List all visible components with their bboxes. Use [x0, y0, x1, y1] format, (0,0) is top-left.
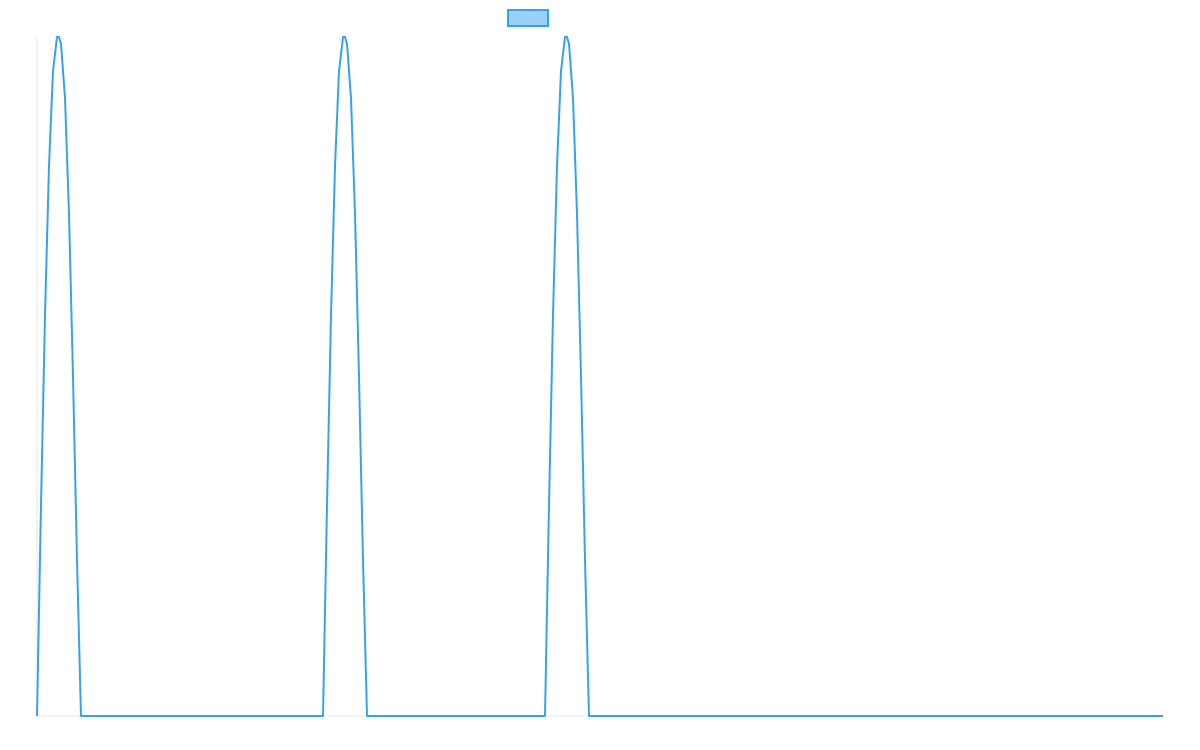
data-point[interactable] [74, 557, 80, 563]
data-point[interactable] [344, 41, 350, 47]
data-point[interactable] [50, 68, 56, 74]
data-point[interactable] [42, 312, 48, 318]
data-point[interactable] [324, 503, 330, 509]
data-point[interactable] [78, 713, 84, 719]
axes [36, 37, 1163, 717]
data-point[interactable] [582, 557, 588, 563]
data-point[interactable] [58, 41, 64, 47]
data-point[interactable] [328, 312, 334, 318]
data-point[interactable] [320, 713, 326, 719]
data-point[interactable] [342, 34, 348, 40]
data-point[interactable] [566, 41, 572, 47]
data-point[interactable] [558, 68, 564, 74]
data-point[interactable] [336, 68, 342, 74]
data-point[interactable] [348, 95, 354, 101]
data-point[interactable] [574, 211, 580, 217]
data-point[interactable] [554, 163, 560, 169]
series-line [36, 36, 1163, 717]
data-point[interactable] [34, 713, 40, 719]
data-point[interactable] [564, 34, 570, 40]
data-point[interactable] [570, 95, 576, 101]
data-point[interactable] [62, 95, 68, 101]
data-point[interactable] [1160, 713, 1166, 719]
data-point[interactable] [332, 163, 338, 169]
data-point[interactable] [550, 312, 556, 318]
data-point[interactable] [38, 503, 44, 509]
data-point[interactable] [364, 713, 370, 719]
data-point[interactable] [66, 211, 72, 217]
data-point[interactable] [56, 34, 62, 40]
data-point[interactable] [46, 163, 52, 169]
legend-swatch[interactable] [507, 9, 549, 27]
series-layer [34, 34, 1166, 719]
data-point[interactable] [352, 211, 358, 217]
data-point[interactable] [578, 374, 584, 380]
data-point[interactable] [70, 374, 76, 380]
data-point[interactable] [360, 557, 366, 563]
data-point[interactable] [356, 374, 362, 380]
legend[interactable] [507, 9, 549, 27]
data-point[interactable] [542, 713, 548, 719]
data-point[interactable] [546, 503, 552, 509]
data-point[interactable] [586, 713, 592, 719]
